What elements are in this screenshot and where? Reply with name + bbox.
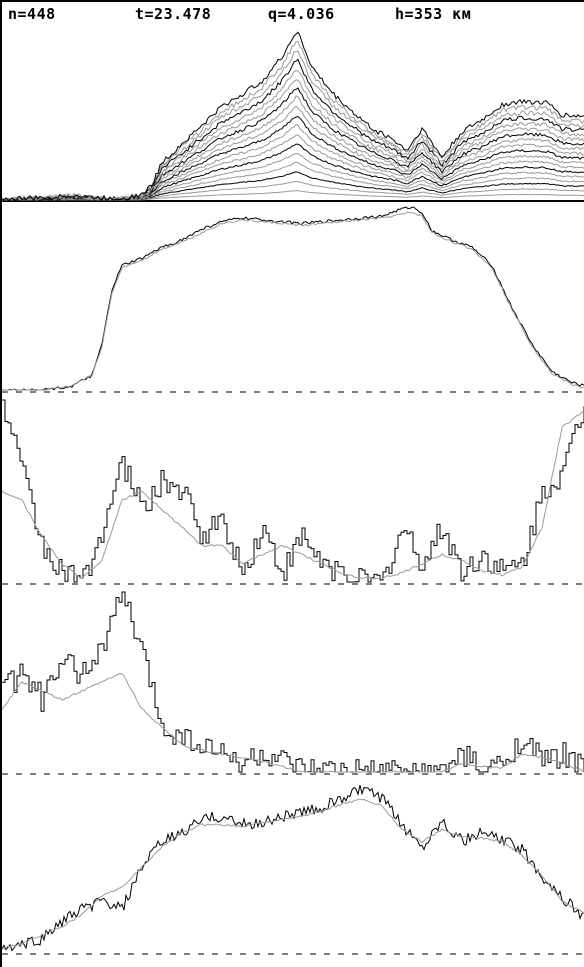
stack-profile-line [2, 152, 584, 201]
header-h-value: h=353 км [395, 5, 472, 23]
header-bar: n=448 t=23.478 q=4.036 h=353 км [2, 2, 584, 24]
series-line-smooth [2, 211, 584, 391]
stack-profile-line [2, 58, 584, 201]
series-line-dark [2, 591, 584, 773]
stack-profile-line [2, 95, 584, 201]
series-line-dark [2, 206, 584, 391]
stack-profile-line [2, 124, 584, 201]
stack-profile-line [2, 143, 584, 201]
series-line-smooth [2, 410, 584, 580]
stack-profile-line [2, 69, 584, 201]
stack-profile-line [2, 115, 584, 201]
header-n-value: n=448 [8, 5, 56, 23]
series-line-dark [2, 399, 584, 583]
header-q-value: q=4.036 [268, 5, 335, 23]
stack-profile-line [2, 161, 584, 201]
series-line-smooth [2, 798, 584, 950]
stack-profile-line [2, 31, 584, 201]
header-t-value: t=23.478 [135, 5, 212, 23]
series-line-dark [2, 784, 584, 952]
series-line-smooth [2, 673, 584, 773]
